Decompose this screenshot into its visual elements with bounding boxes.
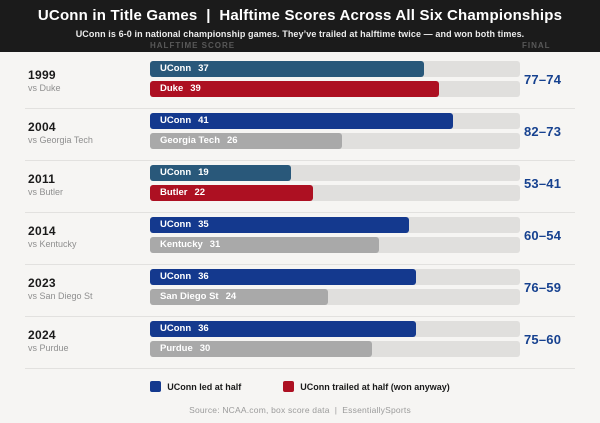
game-label: 2023 vs San Diego St — [28, 276, 93, 302]
game-label: 2011 vs Butler — [28, 172, 64, 198]
game-row-1999: 1999 vs Duke UConn 37 Duke 39 77–74 — [0, 57, 600, 109]
opponent-bar: Butler 22 — [150, 185, 313, 201]
opponent-bar-label: Kentucky 31 — [160, 239, 221, 250]
uconn-bar: UConn 37 — [150, 61, 424, 77]
final-score: 77–74 — [524, 72, 562, 87]
game-opponent: vs Duke — [28, 83, 61, 94]
opponent-bar: Georgia Tech 26 — [150, 133, 343, 149]
uconn-bar-label: UConn 19 — [160, 167, 209, 178]
game-row-2024: 2024 vs Purdue UConn 36 Purdue 30 75–60 — [0, 316, 600, 369]
uconn-bar-track: UConn 41 — [150, 113, 520, 129]
chart-rows: 1999 vs Duke UConn 37 Duke 39 77–74 2004 v… — [0, 57, 600, 369]
game-row-2023: 2023 vs San Diego St UConn 36 San Diego S… — [0, 264, 600, 317]
opponent-bar: Kentucky 31 — [150, 237, 380, 253]
game-opponent: vs Purdue — [28, 343, 69, 354]
uconn-bar-label: UConn 36 — [160, 323, 209, 334]
final-score: 75–60 — [524, 332, 562, 347]
column-header-halftime-score: HALFTIME SCORE — [150, 41, 236, 50]
game-row-2014: 2014 vs Kentucky UConn 35 Kentucky 31 60–5… — [0, 212, 600, 265]
game-label: 2004 vs Georgia Tech — [28, 120, 93, 146]
uconn-bar-track: UConn 19 — [150, 165, 520, 181]
uconn-bar-track: UConn 36 — [150, 321, 520, 337]
opponent-bar: Duke 39 — [150, 81, 439, 97]
opponent-bar-label: Purdue 30 — [160, 343, 211, 354]
legend: UConn led at half UConn trailed at half … — [0, 381, 600, 392]
legend-item-led: UConn led at half — [150, 381, 241, 392]
opponent-bar-label: Butler 22 — [160, 187, 206, 198]
game-year: 1999 — [28, 68, 56, 82]
game-row-2004: 2004 vs Georgia Tech UConn 41 Georgia Tec… — [0, 108, 600, 161]
game-label: 1999 vs Duke — [28, 68, 61, 94]
legend-swatch-led-icon — [150, 381, 162, 392]
opponent-bar-track: Duke 39 — [150, 81, 520, 97]
opponent-bar: Purdue 30 — [150, 341, 372, 357]
uconn-bar: UConn 35 — [150, 217, 409, 233]
opponent-bar-label: Georgia Tech 26 — [160, 135, 238, 146]
game-year: 2023 — [28, 276, 56, 290]
column-header-final: FINAL — [522, 41, 551, 50]
final-score: 82–73 — [524, 124, 562, 139]
uconn-bar-label: UConn 35 — [160, 219, 209, 230]
uconn-bar: UConn 41 — [150, 113, 454, 129]
game-year: 2014 — [28, 224, 56, 238]
game-opponent: vs Kentucky — [28, 239, 77, 250]
game-year: 2011 — [28, 172, 56, 186]
uconn-bar: UConn 36 — [150, 321, 417, 337]
uconn-bar-track: UConn 36 — [150, 269, 520, 285]
opponent-bar-track: Georgia Tech 26 — [150, 133, 520, 149]
final-score: 60–54 — [524, 228, 562, 243]
legend-label-led: UConn led at half — [167, 381, 242, 392]
uconn-bar-label: UConn 41 — [160, 115, 209, 126]
final-score: 76–59 — [524, 280, 562, 295]
game-year: 2004 — [28, 120, 56, 134]
final-score: 53–41 — [524, 176, 562, 191]
game-opponent: vs Georgia Tech — [28, 135, 93, 146]
opponent-bar-label: San Diego St 24 — [160, 291, 237, 302]
legend-label-trailed: UConn trailed at half (won anyway) — [300, 381, 450, 392]
opponent-bar: San Diego St 24 — [150, 289, 328, 305]
game-opponent: vs San Diego St — [28, 291, 93, 302]
uconn-bar-track: UConn 35 — [150, 217, 520, 233]
opponent-bar-track: Purdue 30 — [150, 341, 520, 357]
source-credit: Source: NCAA.com, box score data | Essen… — [189, 405, 411, 415]
opponent-bar-label: Duke 39 — [160, 83, 201, 94]
uconn-bar-label: UConn 37 — [160, 63, 209, 74]
opponent-bar-track: Butler 22 — [150, 185, 520, 201]
page-subtitle: UConn is 6-0 in national championship ga… — [75, 29, 525, 39]
header-bar: UConn in Title Games | Halftime Scores A… — [0, 0, 600, 52]
opponent-bar-track: San Diego St 24 — [150, 289, 520, 305]
game-row-2011: 2011 vs Butler UConn 19 Butler 22 53–41 — [0, 160, 600, 213]
uconn-bar: UConn 19 — [150, 165, 291, 181]
game-opponent: vs Butler — [28, 187, 64, 198]
uconn-bar-track: UConn 37 — [150, 61, 520, 77]
game-label: 2014 vs Kentucky — [28, 224, 77, 250]
uconn-bar-label: UConn 36 — [160, 271, 209, 282]
legend-swatch-trailed-icon — [283, 381, 295, 392]
game-label: 2024 vs Purdue — [28, 328, 69, 354]
page-title: UConn in Title Games | Halftime Scores A… — [37, 7, 563, 24]
opponent-bar-track: Kentucky 31 — [150, 237, 520, 253]
uconn-bar: UConn 36 — [150, 269, 417, 285]
game-year: 2024 — [28, 328, 56, 342]
legend-item-trailed: UConn trailed at half (won anyway) — [283, 381, 450, 392]
